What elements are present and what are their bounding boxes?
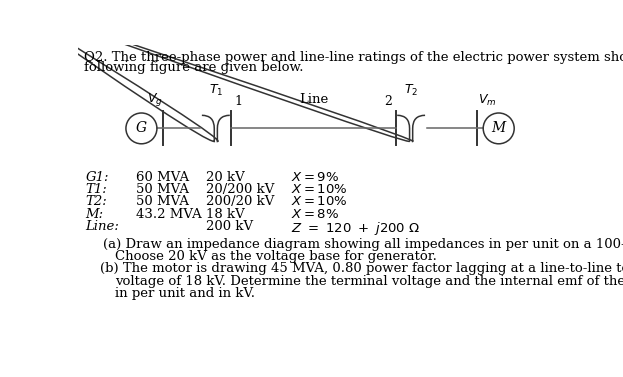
- Text: G: G: [136, 121, 147, 135]
- Text: G1:: G1:: [85, 171, 109, 184]
- Text: 2: 2: [384, 95, 392, 107]
- Text: voltage of 18 kV. Determine the terminal voltage and the internal emf of the gen: voltage of 18 kV. Determine the terminal…: [115, 275, 623, 288]
- Text: following figure are given below.: following figure are given below.: [84, 61, 303, 74]
- Text: 20 kV: 20 kV: [206, 171, 244, 184]
- Text: $X = $10%: $X = $10%: [291, 183, 348, 196]
- Text: 200 kV: 200 kV: [206, 220, 253, 233]
- Text: Q2. The three-phase power and line-line ratings of the electric power system sho: Q2. The three-phase power and line-line …: [84, 51, 623, 64]
- Text: $X = $9%: $X = $9%: [291, 171, 340, 184]
- Text: $V_m$: $V_m$: [478, 92, 497, 107]
- Text: 200/20 kV: 200/20 kV: [206, 195, 274, 208]
- Text: M:: M:: [85, 208, 104, 221]
- Text: $T_1$: $T_1$: [209, 83, 223, 98]
- Text: Line:: Line:: [85, 220, 120, 233]
- Text: 50 MVA: 50 MVA: [136, 195, 189, 208]
- Text: (a) Draw an impedance diagram showing all impedances in per unit on a 100-MVA ba: (a) Draw an impedance diagram showing al…: [103, 238, 623, 251]
- Text: T1:: T1:: [85, 183, 107, 196]
- Text: in per unit and in kV.: in per unit and in kV.: [115, 287, 255, 300]
- Text: Choose 20 kV as the voltage base for generator.: Choose 20 kV as the voltage base for gen…: [115, 250, 437, 263]
- Text: (b) The motor is drawing 45 MVA, 0.80 power factor lagging at a line-to-line ter: (b) The motor is drawing 45 MVA, 0.80 po…: [100, 262, 623, 275]
- Text: 20/200 kV: 20/200 kV: [206, 183, 274, 196]
- Text: 50 MVA: 50 MVA: [136, 183, 189, 196]
- Text: M: M: [492, 121, 506, 135]
- Text: Line: Line: [299, 93, 328, 106]
- Text: $Z\ =\ 120\ +\ j200\ \Omega$: $Z\ =\ 120\ +\ j200\ \Omega$: [291, 220, 421, 237]
- Text: 43.2 MVA: 43.2 MVA: [136, 208, 202, 221]
- Text: T2:: T2:: [85, 195, 107, 208]
- Text: $T_2$: $T_2$: [404, 83, 418, 98]
- Text: $X = $10%: $X = $10%: [291, 195, 348, 208]
- Text: 60 MVA: 60 MVA: [136, 171, 189, 184]
- Text: $V_g$: $V_g$: [146, 90, 163, 107]
- Text: $X = $8%: $X = $8%: [291, 208, 340, 221]
- Text: 18 kV: 18 kV: [206, 208, 244, 221]
- Text: 1: 1: [234, 95, 242, 107]
